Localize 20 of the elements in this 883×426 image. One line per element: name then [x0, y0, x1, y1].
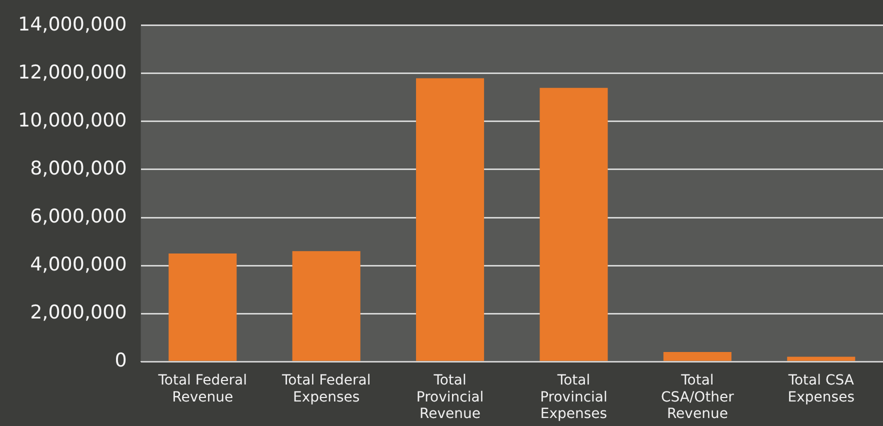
bar: [168, 254, 237, 361]
y-tick-label: 6,000,000: [30, 205, 127, 228]
x-tick-label: Total CSA Expenses: [787, 372, 855, 406]
y-tick-label: 10,000,000: [18, 109, 127, 132]
x-tick-label: Total Provincial Expenses: [540, 372, 608, 422]
bar: [416, 78, 484, 361]
y-tick-label: 4,000,000: [30, 253, 127, 276]
bar: [540, 88, 608, 361]
x-tick-label: Total Federal Revenue: [157, 372, 248, 406]
y-tick-label: 0: [114, 350, 127, 372]
x-tick-label: Total Federal Expenses: [280, 372, 371, 406]
y-tick-label: 14,000,000: [18, 13, 127, 36]
y-tick-label: 12,000,000: [18, 61, 127, 84]
bar: [787, 356, 856, 361]
y-tick-label: 8,000,000: [30, 157, 127, 180]
x-tick-label: Total CSA/Other Revenue: [660, 372, 734, 422]
bar: [663, 352, 732, 361]
x-tick-label: Total Provincial Revenue: [416, 372, 484, 422]
y-tick-label: 2,000,000: [30, 302, 127, 324]
bar: [292, 251, 360, 361]
